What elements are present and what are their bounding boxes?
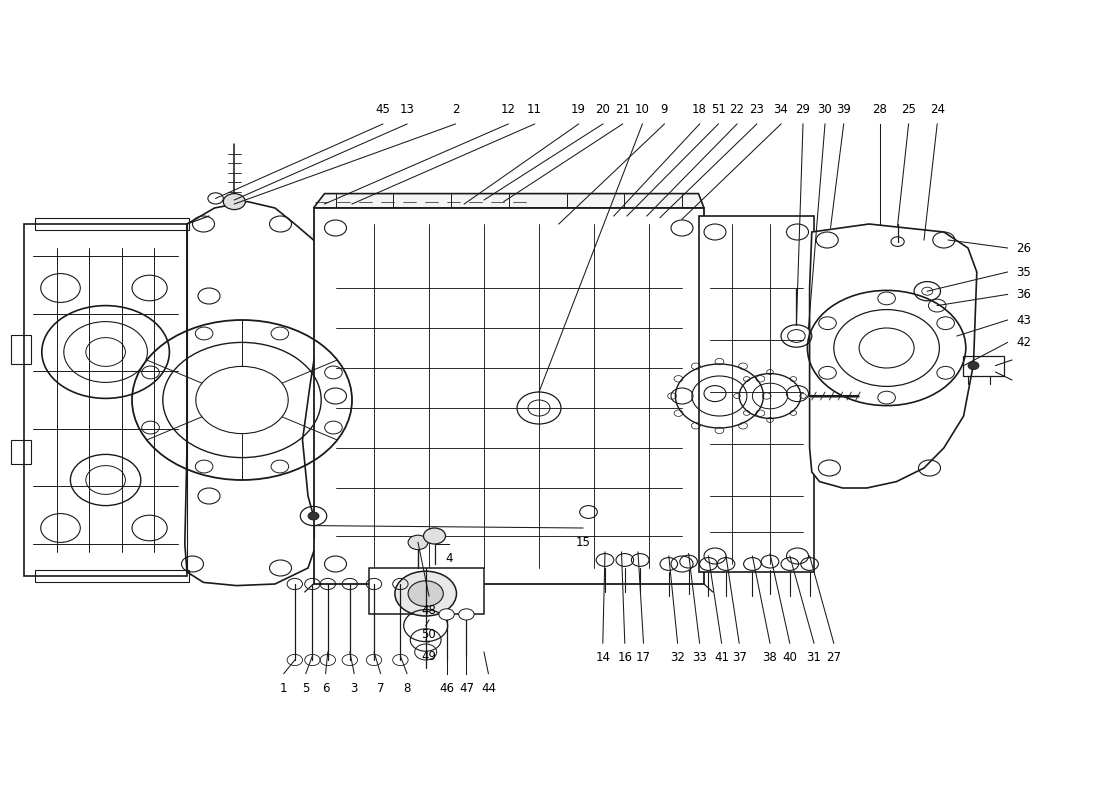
Text: 42: 42: [1016, 336, 1032, 349]
Circle shape: [408, 581, 443, 606]
Text: 11: 11: [527, 103, 542, 116]
Text: 23: 23: [749, 103, 764, 116]
Bar: [962, 356, 1004, 376]
Text: 44: 44: [481, 682, 496, 694]
Text: 4: 4: [446, 552, 452, 565]
Text: 1: 1: [280, 682, 287, 694]
Text: 9: 9: [661, 103, 668, 116]
Text: 46: 46: [439, 682, 454, 694]
Text: 5: 5: [302, 682, 309, 694]
Text: 36: 36: [1016, 288, 1032, 301]
Circle shape: [408, 535, 428, 550]
Text: 31: 31: [806, 651, 822, 664]
Circle shape: [308, 512, 319, 520]
Text: eurospares: eurospares: [146, 219, 404, 261]
Text: eurospares: eurospares: [553, 219, 811, 261]
Text: 15: 15: [575, 536, 591, 549]
Text: 45: 45: [375, 103, 390, 116]
Bar: [35, 570, 189, 582]
Text: 10: 10: [635, 103, 650, 116]
Text: 29: 29: [795, 103, 811, 116]
Text: 21: 21: [615, 103, 630, 116]
Circle shape: [424, 528, 446, 544]
Text: 47: 47: [459, 682, 474, 694]
Text: 13: 13: [399, 103, 415, 116]
Circle shape: [395, 571, 456, 616]
Text: 27: 27: [826, 651, 842, 664]
Text: eurospares: eurospares: [553, 523, 811, 565]
Circle shape: [459, 609, 474, 620]
Circle shape: [223, 194, 245, 210]
Text: 50: 50: [421, 628, 437, 641]
Text: 34: 34: [773, 103, 789, 116]
Text: 17: 17: [636, 651, 651, 664]
Polygon shape: [314, 194, 704, 208]
Bar: [368, 568, 484, 614]
Text: 19: 19: [571, 103, 586, 116]
Text: 39: 39: [836, 103, 851, 116]
Text: eurospares: eurospares: [146, 523, 404, 565]
Text: 43: 43: [1016, 314, 1032, 326]
Polygon shape: [314, 208, 704, 584]
Text: 12: 12: [500, 103, 516, 116]
Circle shape: [968, 362, 979, 370]
Text: 25: 25: [901, 103, 916, 116]
Text: 38: 38: [762, 651, 778, 664]
Text: 28: 28: [872, 103, 888, 116]
Text: 33: 33: [692, 651, 707, 664]
Bar: [11, 440, 31, 464]
Polygon shape: [810, 224, 977, 488]
Text: 30: 30: [817, 103, 833, 116]
Text: 49: 49: [421, 650, 437, 663]
Bar: [11, 335, 31, 364]
Text: 37: 37: [732, 651, 747, 664]
Text: 41: 41: [714, 651, 729, 664]
Text: 3: 3: [351, 682, 358, 694]
Text: 7: 7: [377, 682, 384, 694]
Text: 6: 6: [322, 682, 329, 694]
Polygon shape: [185, 202, 324, 586]
Text: 14: 14: [595, 651, 610, 664]
Text: 2: 2: [452, 103, 459, 116]
Text: 51: 51: [711, 103, 726, 116]
Text: 8: 8: [404, 682, 410, 694]
Polygon shape: [698, 216, 814, 572]
Circle shape: [439, 609, 454, 620]
Text: 48: 48: [421, 604, 437, 617]
Text: 35: 35: [1016, 266, 1031, 278]
Text: 20: 20: [595, 103, 610, 116]
Text: 18: 18: [692, 103, 707, 116]
Text: 16: 16: [617, 651, 632, 664]
Text: 32: 32: [670, 651, 685, 664]
Polygon shape: [24, 224, 187, 576]
Text: 26: 26: [1016, 242, 1032, 254]
Bar: [35, 218, 189, 230]
Text: 24: 24: [930, 103, 945, 116]
Text: 22: 22: [729, 103, 745, 116]
Text: 40: 40: [782, 651, 797, 664]
